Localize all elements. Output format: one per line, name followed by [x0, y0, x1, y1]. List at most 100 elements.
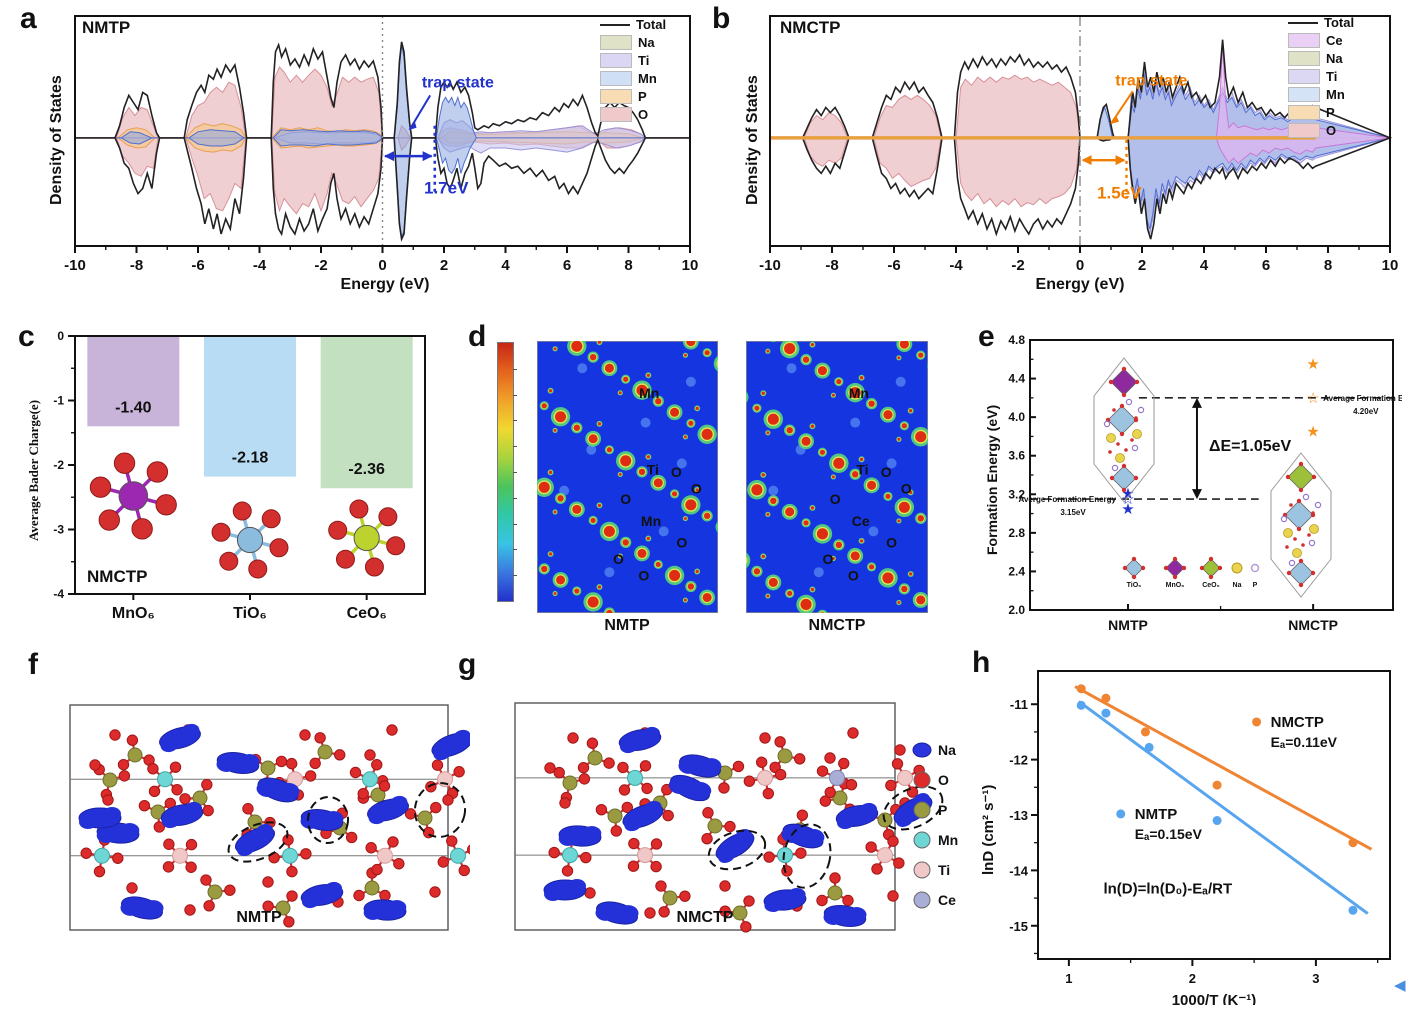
oxygen-dot	[1217, 565, 1223, 571]
oxygen-dot	[1199, 565, 1205, 571]
density-dot-core	[548, 389, 553, 393]
na-density-blob	[256, 777, 300, 803]
x-tick-label: -8	[825, 257, 838, 274]
oxygen-atom	[334, 749, 346, 761]
oxygen-atom	[442, 794, 454, 806]
oxygen-dot	[1311, 511, 1315, 515]
density-dot-core	[820, 612, 825, 613]
x-tick-label: 10	[682, 257, 699, 274]
map-atom-label: O	[881, 464, 892, 480]
oxygen-atom	[887, 835, 899, 847]
density-dot-core	[553, 428, 557, 432]
oxygen-dot	[1119, 431, 1125, 437]
mn-atom	[282, 847, 298, 864]
oxygen-atom	[138, 799, 151, 812]
oxygen-atom	[283, 916, 295, 928]
density-dot-core	[683, 435, 687, 439]
dos-curve-O	[770, 74, 1390, 208]
inset-legend-na	[1231, 562, 1243, 574]
phosphorus-atom	[607, 808, 623, 824]
density-dot-core	[754, 405, 760, 411]
x-tick-label: -10	[64, 257, 86, 274]
legend-label: Mn	[1326, 87, 1345, 102]
oxygen-atom	[248, 559, 268, 579]
sodium-atom	[1283, 528, 1293, 538]
oxygen-atom	[842, 894, 854, 907]
sodium-atom	[1309, 524, 1319, 534]
blob-lobe	[558, 831, 577, 846]
oxygen-atom	[467, 844, 470, 855]
legend-swatch	[1288, 51, 1320, 66]
oxygen-atom	[628, 837, 640, 850]
density-smudge	[850, 417, 861, 428]
x-tick-label: 6	[1262, 257, 1270, 274]
blob-lobe	[216, 757, 235, 772]
octahedron	[1107, 405, 1137, 435]
legend-atom	[913, 801, 931, 819]
blob-lobe	[668, 779, 687, 794]
oxygen-atom	[743, 895, 755, 907]
octahedron	[1284, 500, 1314, 530]
na-density-blob	[216, 751, 260, 775]
oxygen-atom	[644, 907, 656, 919]
blob-lobe	[237, 841, 255, 857]
density-dot-core	[787, 590, 793, 597]
oxygen-atom	[286, 890, 298, 902]
oxygen-atom	[561, 865, 574, 877]
bar-value-label: -2.36	[348, 461, 385, 478]
oxygen-atom	[829, 872, 841, 884]
colorbar-tick	[513, 497, 517, 499]
legend-item: Mn	[600, 70, 666, 87]
oxygen-atom	[224, 884, 236, 896]
oxygen-dot	[1286, 570, 1292, 576]
legend-swatch	[600, 53, 632, 68]
molecule-icon	[211, 501, 289, 579]
oxygen-atom	[559, 797, 571, 809]
oxygen-atom	[112, 852, 124, 864]
oxygen-atom	[845, 778, 858, 791]
phosphorus-atom	[562, 775, 578, 791]
oxygen-atom	[179, 793, 191, 805]
x-tick-label: -8	[130, 257, 143, 274]
oxygen-atom	[718, 782, 730, 794]
map-background	[746, 341, 928, 613]
oxygen-atom	[662, 809, 674, 822]
phosphorus-atom	[364, 880, 380, 896]
oxygen-atom	[275, 755, 288, 768]
oxygen-atom	[824, 786, 836, 799]
density-dot-core	[655, 398, 662, 405]
legend-dot-NMCTP	[1252, 717, 1262, 727]
colorbar-tick	[513, 446, 517, 448]
legend-item: Ti	[1288, 68, 1354, 85]
y-tick-label: -4	[53, 587, 64, 601]
y-tick-label: -11	[1010, 697, 1028, 712]
oxygen-atom	[610, 825, 623, 837]
density-dot-core	[646, 455, 651, 459]
inset-legend-icon	[1199, 556, 1223, 580]
legend-label: O	[938, 772, 949, 788]
density-dot-core	[835, 541, 843, 549]
map-atom-label: O	[676, 535, 687, 551]
legend-label: Total	[1324, 15, 1355, 30]
x-tick-label: 0	[378, 257, 386, 274]
x-tick-label: 4	[1200, 257, 1209, 274]
x-tick-label: -2	[314, 257, 327, 274]
density-dot-core	[766, 512, 770, 516]
density-dot-core	[901, 585, 908, 593]
panel-letter-h: h	[972, 646, 991, 679]
oxygen-atom	[185, 861, 197, 873]
density-dot-core	[604, 363, 614, 373]
highlight-ellipse	[707, 829, 767, 871]
legend-label: Mn	[938, 832, 958, 848]
data-point-NMCTP	[1140, 727, 1150, 737]
oxygen-atom	[102, 794, 114, 806]
oxygen-atom	[171, 784, 183, 796]
oxygen-atom	[184, 904, 196, 916]
phosphorus-atom	[1125, 398, 1133, 406]
na-density-blob	[678, 754, 722, 778]
oxygen-atom	[894, 744, 906, 756]
oxygen-dot	[1121, 392, 1127, 398]
map-atom-label: O	[848, 567, 859, 583]
plot-frame	[1037, 670, 1391, 960]
